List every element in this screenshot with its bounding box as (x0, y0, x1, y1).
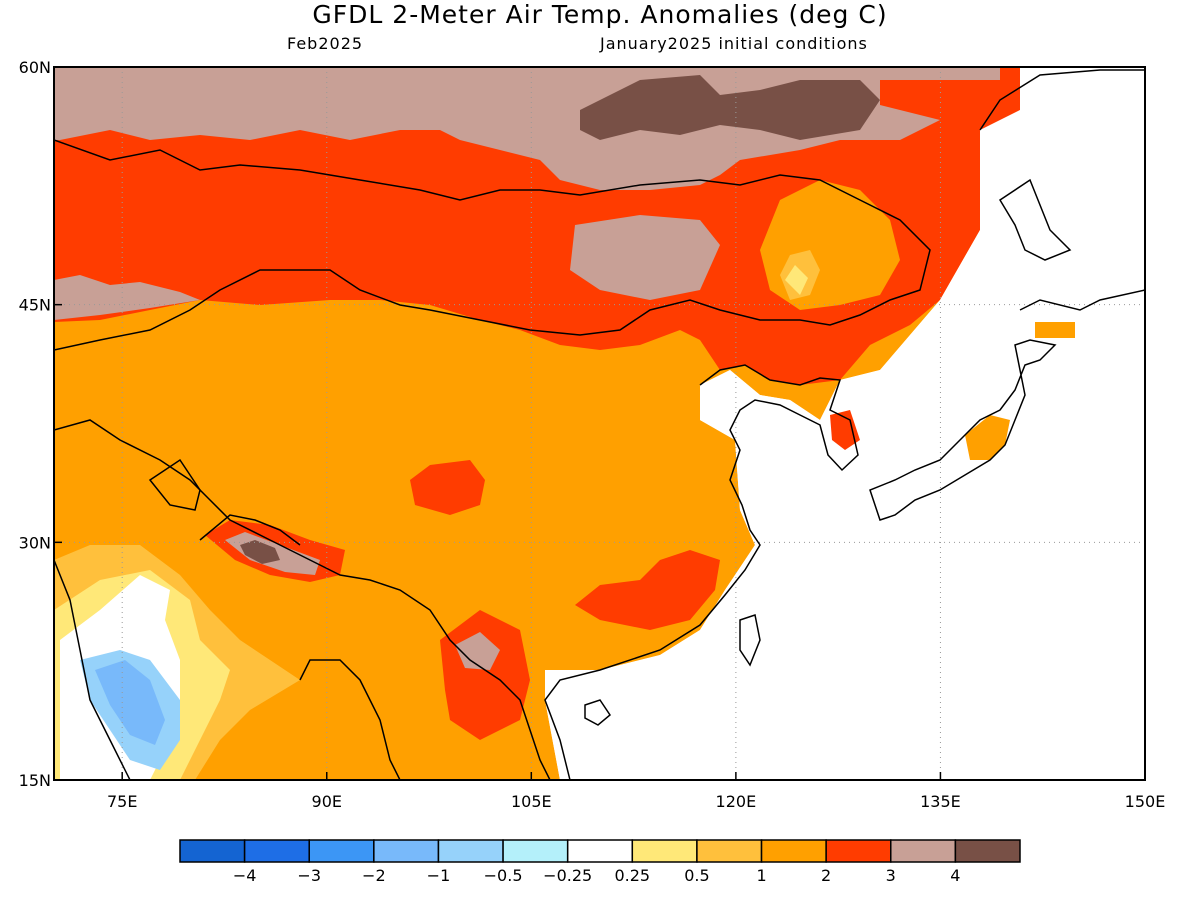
lon-tick-label: 120E (716, 792, 757, 811)
colorbar-swatch (373, 839, 440, 863)
anomaly-region-3-to-4-west (54, 275, 200, 320)
chart-title: GFDL 2-Meter Air Temp. Anomalies (deg C) (312, 0, 888, 29)
anomaly-region-minus-1-india (95, 660, 165, 745)
colorbar-label: −0.5 (484, 866, 523, 885)
colorbar-swatch (243, 839, 310, 863)
valid-month-label: Feb2025 (287, 34, 364, 53)
lon-tick-label: 75E (107, 792, 137, 811)
colorbar-swatch (179, 839, 246, 863)
colorbar-swatch (566, 839, 634, 863)
longitude-axis: 75E 90E 105E 120E 135E 150E (107, 772, 1165, 811)
colorbar-label: −4 (233, 866, 257, 885)
colorbar-swatch (954, 839, 1021, 863)
anomaly-region-2-to-3-southeast (575, 550, 720, 630)
colorbar-label: −0.25 (543, 866, 592, 885)
colorbar-label: 0.25 (614, 866, 650, 885)
colorbar-swatch (825, 839, 892, 863)
anomaly-region-2-to-3-central (410, 460, 485, 515)
init-conditions-label: January2025 initial conditions (600, 34, 868, 53)
map-frame (53, 66, 1146, 781)
colorbar-label: 2 (821, 866, 831, 885)
lon-tick-label: 135E (920, 792, 961, 811)
lon-tick-label: 105E (511, 792, 552, 811)
colorbar-label: −1 (427, 866, 451, 885)
anomaly-field (54, 67, 1145, 780)
lat-tick-label: 45N (19, 296, 51, 315)
colorbar-swatch (308, 839, 375, 863)
lon-tick-label: 150E (1125, 792, 1166, 811)
anomaly-region-above-4-siberia (580, 75, 880, 140)
anomaly-region-1-to-2-japan (965, 415, 1010, 460)
colorbar-swatch (437, 839, 504, 863)
map-gridlines (54, 67, 1145, 780)
lon-tick-label: 90E (312, 792, 342, 811)
colorbar-label: 3 (886, 866, 896, 885)
colorbar-label: −2 (362, 866, 386, 885)
colorbar-label: 0.5 (684, 866, 709, 885)
colorbar-swatch (502, 839, 569, 863)
colorbar-swatch (760, 839, 827, 863)
coastlines (54, 69, 1145, 780)
colorbar-swatch (631, 839, 698, 863)
anomaly-region-1-to-2-hokkaido (1035, 322, 1075, 338)
colorbar: −4 −3 −2 −1 −0.5 −0.25 0.25 0.5 1 2 3 4 (179, 839, 1021, 885)
anomaly-region-3-to-4-mongolia (570, 215, 720, 300)
anomaly-region-above-4-tibet (240, 540, 280, 564)
colorbar-label: 4 (950, 866, 960, 885)
anomaly-region-3-to-4-yunnan (455, 632, 500, 670)
lat-tick-label: 60N (19, 58, 51, 77)
colorbar-swatch (696, 839, 763, 863)
colorbar-label: −3 (297, 866, 321, 885)
anomaly-region-0.25-to-0.5-manchuria (785, 265, 808, 295)
colorbar-label: 1 (756, 866, 766, 885)
lat-tick-label: 15N (19, 771, 51, 790)
latitude-axis: 15N 30N 45N 60N (19, 58, 62, 790)
colorbar-swatch (890, 839, 957, 863)
lat-tick-label: 30N (19, 533, 51, 552)
anomaly-region-2-to-3-korea (830, 410, 860, 450)
